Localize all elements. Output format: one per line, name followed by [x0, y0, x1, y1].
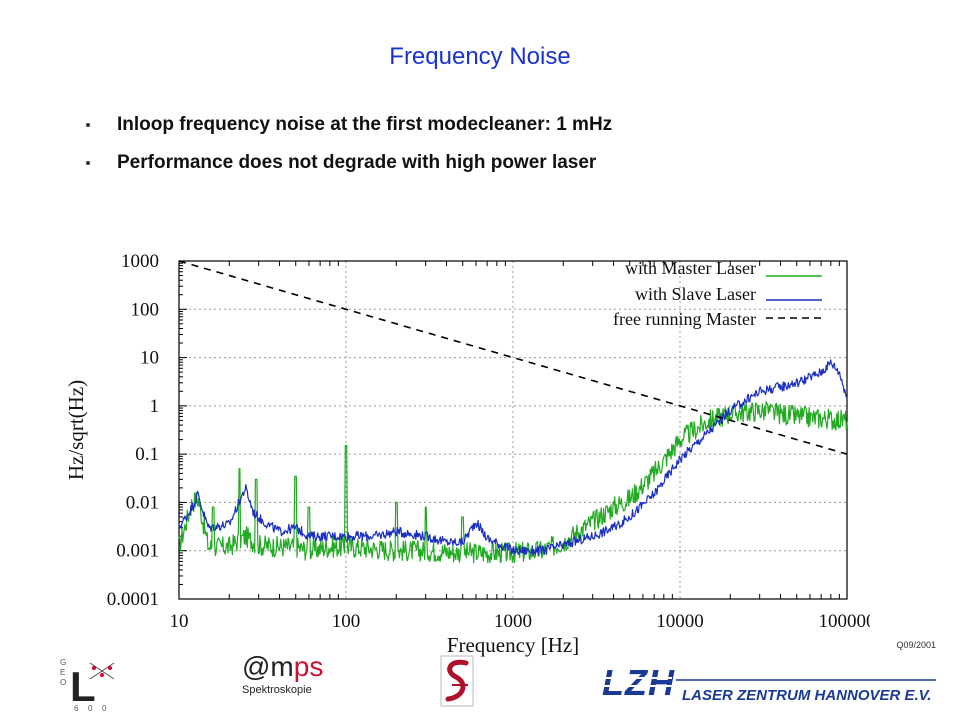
y-tick-label: 1000	[121, 251, 159, 272]
svg-text:LZH: LZH	[602, 664, 675, 703]
x-axis-title: Frequency [Hz]	[447, 633, 579, 657]
geo600-logo: G E O L 6 0 0	[60, 658, 115, 713]
svg-text:6: 6	[74, 704, 79, 713]
series-master-laser	[178, 401, 848, 564]
x-tick-labels: 10 100 1000 10000 100000	[170, 611, 871, 632]
svg-text:G: G	[60, 658, 66, 667]
svg-text:E: E	[60, 668, 65, 677]
bullet-dot-icon	[86, 123, 90, 127]
y-axis-title: Hz/sqrt(Hz)	[64, 380, 88, 480]
amps-logo: @mps Spektroskopie	[242, 651, 324, 697]
bullet-list: Inloop frequency noise at the first mode…	[80, 112, 612, 188]
y-tick-label: 0.1	[135, 444, 159, 465]
svg-text:LASER ZENTRUM HANNOVER E.V.: LASER ZENTRUM HANNOVER E.V.	[682, 687, 931, 704]
legend-label: with Slave Laser	[635, 284, 756, 304]
svg-text:0: 0	[102, 704, 107, 713]
bullet-item: Performance does not degrade with high p…	[80, 150, 612, 188]
bullet-text: Performance does not degrade with high p…	[117, 152, 597, 173]
svg-text:0: 0	[88, 704, 93, 713]
y-tick-label: 10	[140, 348, 159, 369]
x-tick-label: 1000	[494, 611, 532, 632]
s-emblem-logo	[440, 655, 474, 707]
x-tick-label: 100	[332, 611, 361, 632]
series-group	[178, 260, 848, 564]
tick-marks	[179, 260, 840, 600]
y-tick-label: 100	[131, 299, 160, 320]
x-tick-label: 10	[170, 611, 189, 632]
slide-title: Frequency Noise	[389, 43, 571, 70]
bullet-dot-icon	[86, 161, 90, 165]
legend-label: free running Master	[613, 309, 756, 329]
legend-label: with Master Laser	[625, 258, 756, 278]
series-slave-laser	[178, 359, 848, 556]
svg-text:L: L	[70, 663, 96, 710]
bullet-text: Inloop frequency noise at the first mode…	[117, 114, 613, 135]
plot-frame	[178, 260, 848, 600]
x-tick-label: 100000	[819, 611, 871, 632]
bullet-item: Inloop frequency noise at the first mode…	[80, 112, 612, 150]
y-tick-label: 0.01	[126, 492, 159, 513]
y-tick-label: 0.0001	[107, 589, 159, 610]
y-tick-label: 0.001	[116, 541, 159, 562]
chart-legend: with Master Laser with Slave Laser free …	[613, 258, 822, 329]
lzh-logo: LZH LASER ZENTRUM HANNOVER E.V.	[602, 664, 936, 704]
svg-text:O: O	[60, 678, 66, 687]
slide-reference: Q09/2001	[896, 640, 936, 650]
x-tick-label: 10000	[656, 611, 704, 632]
y-tick-label: 1	[150, 396, 160, 417]
y-tick-labels: 0.0001 0.001 0.01 0.1 1 10 100 1000	[107, 251, 159, 610]
